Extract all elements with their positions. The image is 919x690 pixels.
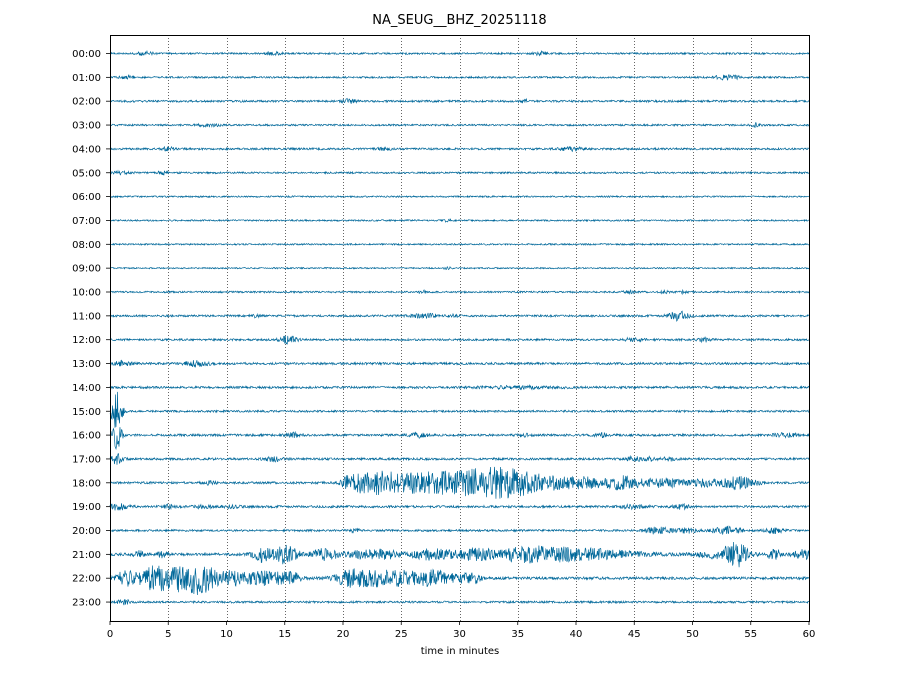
x-tick-label: 5	[165, 629, 171, 640]
trace-0400	[109, 145, 810, 153]
trace-1300	[109, 359, 810, 368]
trace-0200	[109, 97, 810, 104]
x-axis-ticks: 0 5 10 15 20 25 30 35 40 45 50 55 60	[107, 621, 816, 640]
trace-0900	[109, 265, 810, 271]
y-tick-label: 12:00	[72, 335, 101, 346]
y-tick-label: 03:00	[72, 121, 101, 132]
y-tick-label: 00:00	[72, 49, 101, 60]
trace-2100	[109, 542, 810, 568]
trace-2300	[109, 598, 810, 606]
x-tick-label: 0	[107, 629, 113, 640]
trace-0500	[109, 169, 810, 176]
x-tick-label: 55	[744, 629, 757, 640]
trace-1000	[109, 288, 810, 296]
x-tick-label: 40	[570, 629, 583, 640]
y-tick-label: 17:00	[72, 454, 101, 465]
trace-1400	[109, 384, 810, 391]
x-tick-label: 35	[511, 629, 524, 640]
y-tick-label: 14:00	[72, 383, 101, 394]
seismic-traces	[109, 49, 810, 606]
y-tick-label: 21:00	[72, 550, 101, 561]
x-axis-label: time in minutes	[421, 646, 500, 657]
y-tick-label: 11:00	[72, 311, 101, 322]
x-tick-label: 20	[337, 629, 350, 640]
y-axis-ticks: 00:00 01:00 02:00 03:00 04:00 05:00 06:00 07:00…	[72, 49, 110, 609]
y-tick-label: 20:00	[72, 526, 101, 537]
trace-2200	[109, 565, 810, 595]
x-tick-label: 50	[686, 629, 699, 640]
trace-2000	[109, 525, 810, 535]
x-tick-label: 45	[628, 629, 641, 640]
y-tick-label: 23:00	[72, 598, 101, 609]
trace-0700	[109, 218, 810, 223]
vertical-grid	[168, 35, 752, 621]
trace-1500	[109, 391, 810, 428]
y-tick-label: 01:00	[72, 73, 101, 84]
trace-1200	[109, 335, 810, 345]
y-tick-label: 19:00	[72, 502, 101, 513]
trace-1900	[109, 502, 810, 511]
x-tick-label: 25	[395, 629, 408, 640]
trace-0100	[109, 73, 810, 81]
x-tick-label: 30	[453, 629, 466, 640]
y-tick-label: 05:00	[72, 168, 101, 179]
trace-1100	[109, 310, 810, 322]
y-tick-label: 10:00	[72, 288, 101, 299]
y-tick-label: 02:00	[72, 97, 101, 108]
y-tick-label: 13:00	[72, 359, 101, 370]
x-tick-label: 10	[220, 629, 233, 640]
y-tick-label: 04:00	[72, 144, 101, 155]
y-tick-label: 08:00	[72, 240, 101, 251]
trace-1700	[109, 453, 810, 465]
y-tick-label: 15:00	[72, 407, 101, 418]
trace-1800	[109, 466, 810, 499]
chart-title: NA_SEUG__BHZ_20251118	[372, 13, 546, 28]
y-tick-label: 09:00	[72, 264, 101, 275]
trace-1600	[109, 427, 810, 451]
trace-0600	[109, 194, 810, 199]
y-tick-label: 16:00	[72, 431, 101, 442]
y-tick-label: 06:00	[72, 192, 101, 203]
trace-0300	[109, 122, 810, 128]
plot-frame	[110, 35, 810, 622]
x-tick-label: 60	[803, 629, 816, 640]
trace-0800	[109, 242, 810, 246]
x-tick-label: 15	[278, 629, 291, 640]
y-tick-label: 18:00	[72, 478, 101, 489]
y-tick-label: 07:00	[72, 216, 101, 227]
y-tick-label: 22:00	[72, 574, 101, 585]
trace-0000	[109, 49, 810, 57]
